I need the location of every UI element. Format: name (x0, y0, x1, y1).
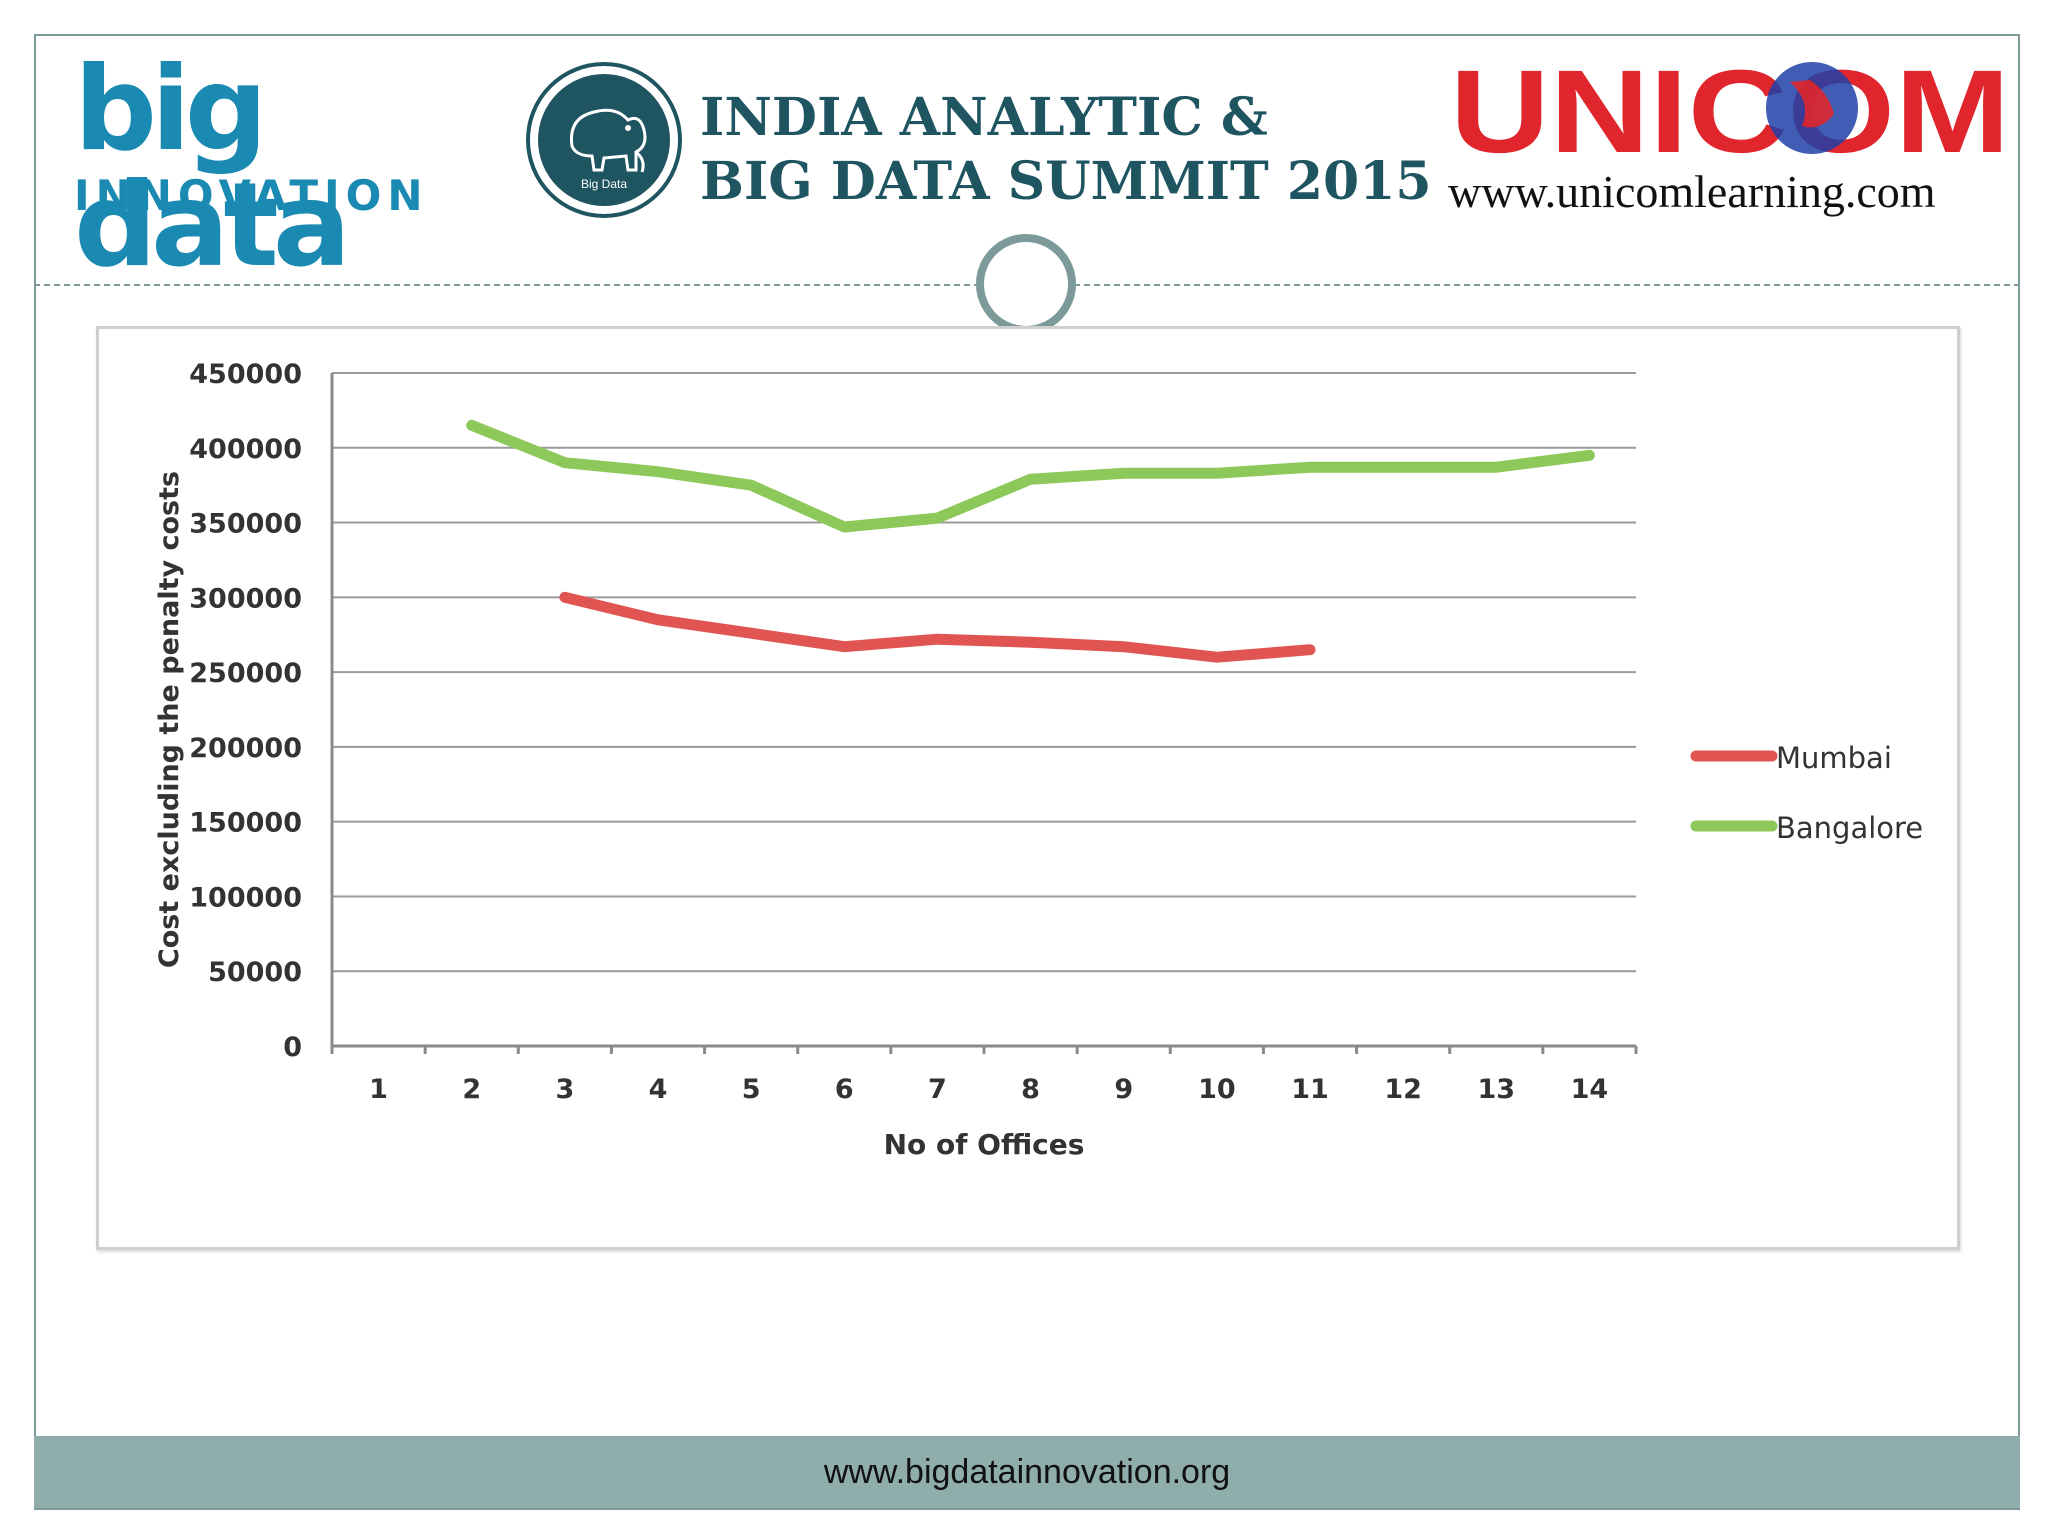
summit-title: INDIA ANALYTIC & BIG DATA SUMMIT 2015 (700, 86, 1432, 214)
unicom-logo: UNICOM (1450, 52, 2010, 162)
y-tick-label: 400000 (189, 434, 302, 465)
summit-title-line1: INDIA ANALYTIC & (700, 87, 1268, 148)
series-line-mumbai (559, 591, 1316, 663)
y-axis-title: Cost excluding the penalty costs (154, 471, 185, 968)
summit-elephant-seal-icon: Big Data (526, 62, 682, 218)
line-chart: 0 50000 100000 150000 200000 250000 300000 3500… (154, 359, 1923, 1161)
big-data-innovation-logo: big data INNOVATION (74, 52, 474, 284)
x-tick-label: 14 (1571, 1074, 1609, 1105)
x-tick-label: 7 (928, 1074, 947, 1105)
y-tick-label: 450000 (189, 359, 302, 390)
bdi-logo-sub-text: INNOVATION (74, 171, 429, 220)
x-tick-label: 5 (742, 1074, 761, 1105)
summit-seal-label: Big Data (581, 177, 627, 191)
y-tick-label: 100000 (189, 882, 302, 913)
y-tick-label: 0 (283, 1032, 302, 1063)
divider-ring-icon (976, 234, 1076, 334)
summit-title-line2: BIG DATA SUMMIT 2015 (700, 151, 1432, 212)
x-tick-label: 2 (462, 1074, 481, 1105)
x-tick-label: 3 (555, 1074, 574, 1105)
footer-url[interactable]: www.bigdatainnovation.org (823, 1453, 1231, 1491)
footer-bar: www.bigdatainnovation.org (34, 1436, 2020, 1508)
y-tick-label: 350000 (189, 509, 302, 540)
legend-label-bangalore: Bangalore (1776, 811, 1923, 845)
x-tick-label: 12 (1384, 1074, 1422, 1105)
x-tick-label: 11 (1291, 1074, 1329, 1105)
x-tick-label: 1 (369, 1074, 388, 1105)
x-tick-label: 4 (649, 1074, 668, 1105)
unicom-logo-text: UNICOM (1450, 52, 2010, 162)
y-tick-label: 200000 (189, 733, 302, 764)
y-tick-label: 250000 (189, 658, 302, 689)
bdi-logo-main-text: big data (74, 42, 351, 293)
unicom-url[interactable]: www.unicomlearning.com (1448, 166, 1936, 217)
series-line-bangalore (466, 419, 1595, 533)
x-tick-label: 6 (835, 1074, 854, 1105)
legend-label-mumbai: Mumbai (1776, 741, 1892, 775)
x-axis-title: No of Offices (884, 1128, 1085, 1161)
y-tick-label: 300000 (189, 583, 302, 614)
x-tick-label: 13 (1477, 1074, 1515, 1105)
x-tick-label: 8 (1021, 1074, 1040, 1105)
x-tick-label: 9 (1114, 1074, 1133, 1105)
y-tick-label: 50000 (208, 957, 302, 988)
y-tick-label: 150000 (189, 808, 302, 839)
x-tick-label: 10 (1198, 1074, 1236, 1105)
